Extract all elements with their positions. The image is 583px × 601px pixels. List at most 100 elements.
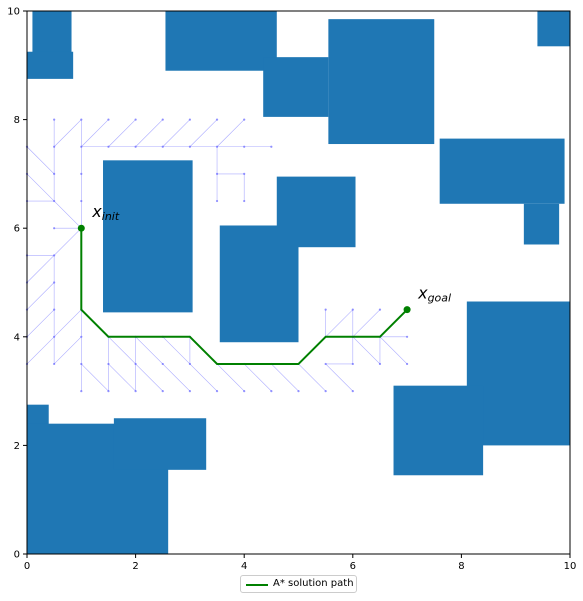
- tree-edge: [81, 119, 109, 147]
- tree-node: [80, 145, 83, 148]
- obstacle-rect: [113, 418, 207, 470]
- tree-edge: [108, 119, 136, 147]
- tree-node: [188, 362, 191, 366]
- x-tick-label: 6: [350, 561, 356, 572]
- tree-edge: [162, 119, 191, 147]
- tree-node: [351, 390, 354, 393]
- tree-edge: [26, 282, 55, 310]
- tree-node: [80, 335, 83, 338]
- tree-node: [188, 118, 191, 121]
- y-tick-label: 0: [14, 550, 20, 561]
- tree-edge: [162, 363, 191, 392]
- legend-path-swatch: [246, 584, 268, 586]
- tree-edge: [53, 309, 82, 338]
- tree-node: [107, 118, 110, 121]
- goal-label: xgoal: [417, 284, 451, 305]
- tree-edge: [162, 336, 191, 365]
- y-tick-label: 4: [14, 332, 20, 343]
- obstacle-layer: [27, 11, 570, 554]
- tree-edge: [135, 336, 163, 365]
- tree-edge: [108, 336, 136, 365]
- tree-node: [53, 362, 56, 366]
- goal-marker: [403, 306, 411, 314]
- obstacle-rect: [523, 203, 560, 245]
- obstacle-rect: [466, 301, 570, 446]
- obstacle-rect: [439, 138, 565, 204]
- tree-edge: [81, 363, 109, 392]
- tree-edge: [325, 309, 354, 338]
- tree-edge: [352, 336, 381, 365]
- x-tick-label: 10: [564, 561, 577, 572]
- tree-edge: [325, 363, 354, 392]
- tree-edge: [135, 363, 163, 392]
- tree-node: [215, 390, 219, 393]
- tree-edge: [26, 173, 55, 202]
- y-tick-label: 2: [14, 441, 20, 452]
- tree-node: [324, 362, 327, 366]
- tree-node: [243, 145, 246, 148]
- tree-node: [53, 172, 56, 175]
- tree-node: [53, 308, 56, 311]
- tree-node: [80, 172, 83, 175]
- tree-edge: [189, 119, 218, 147]
- tree-node: [53, 281, 56, 284]
- tree-node: [53, 118, 56, 121]
- y-tick-label: 8: [14, 115, 20, 126]
- solution-path-layer: [80, 228, 408, 365]
- marker-layer: [77, 224, 411, 314]
- tree-node: [80, 199, 83, 203]
- tree-edge: [243, 363, 272, 392]
- obstacle-rect: [537, 11, 570, 47]
- tree-node: [378, 308, 382, 311]
- tree-edge: [108, 363, 136, 392]
- y-axis: 0 2 4 6 8 10: [7, 7, 27, 561]
- obstacle-rect: [32, 11, 72, 55]
- tree-node: [134, 362, 137, 366]
- tree-node: [53, 199, 56, 203]
- tree-node: [215, 145, 219, 148]
- tree-node: [161, 390, 164, 393]
- tree-edge: [53, 227, 82, 256]
- tree-node: [215, 118, 219, 121]
- x-tick-label: 2: [132, 561, 138, 572]
- obstacle-rect: [393, 385, 484, 476]
- tree-node: [107, 362, 110, 366]
- tree-edge: [352, 309, 381, 338]
- tree-node: [351, 362, 354, 366]
- tree-edge: [135, 119, 163, 147]
- tree-node: [107, 390, 110, 393]
- tree-node: [134, 145, 137, 148]
- obstacle-rect: [165, 11, 277, 71]
- tree-node: [134, 390, 137, 393]
- obstacle-rect: [263, 57, 329, 117]
- tree-edge: [53, 200, 82, 229]
- tree-node: [53, 145, 56, 148]
- tree-edge: [298, 363, 326, 392]
- init-label: xinit: [91, 202, 120, 223]
- tree-edge: [26, 146, 55, 175]
- tree-edge: [26, 309, 55, 338]
- tree-edge: [26, 255, 55, 283]
- tree-node: [215, 199, 219, 203]
- tree-node: [80, 390, 83, 393]
- legend: A* solution path: [240, 575, 357, 593]
- x-tick-label: 4: [241, 561, 247, 572]
- tree-node: [161, 145, 164, 148]
- tree-node: [270, 145, 273, 148]
- solution-path: [80, 228, 408, 365]
- obstacle-rect: [27, 51, 74, 79]
- tree-node: [297, 390, 300, 393]
- init-label-main: x: [91, 202, 102, 221]
- legend-path-label: A* solution path: [273, 578, 354, 589]
- tree-edge: [53, 336, 82, 365]
- tree-node: [107, 145, 110, 148]
- x-axis: 0 2 4 6 8 10: [24, 554, 577, 572]
- tree-edge: [26, 336, 55, 365]
- obstacle-rect: [328, 19, 435, 145]
- tree-node: [215, 172, 219, 175]
- tree-node: [53, 335, 56, 338]
- tree-node: [161, 118, 164, 121]
- goal-label-sub: goal: [428, 292, 452, 305]
- tree-node: [161, 362, 164, 366]
- obstacle-rect: [219, 225, 299, 343]
